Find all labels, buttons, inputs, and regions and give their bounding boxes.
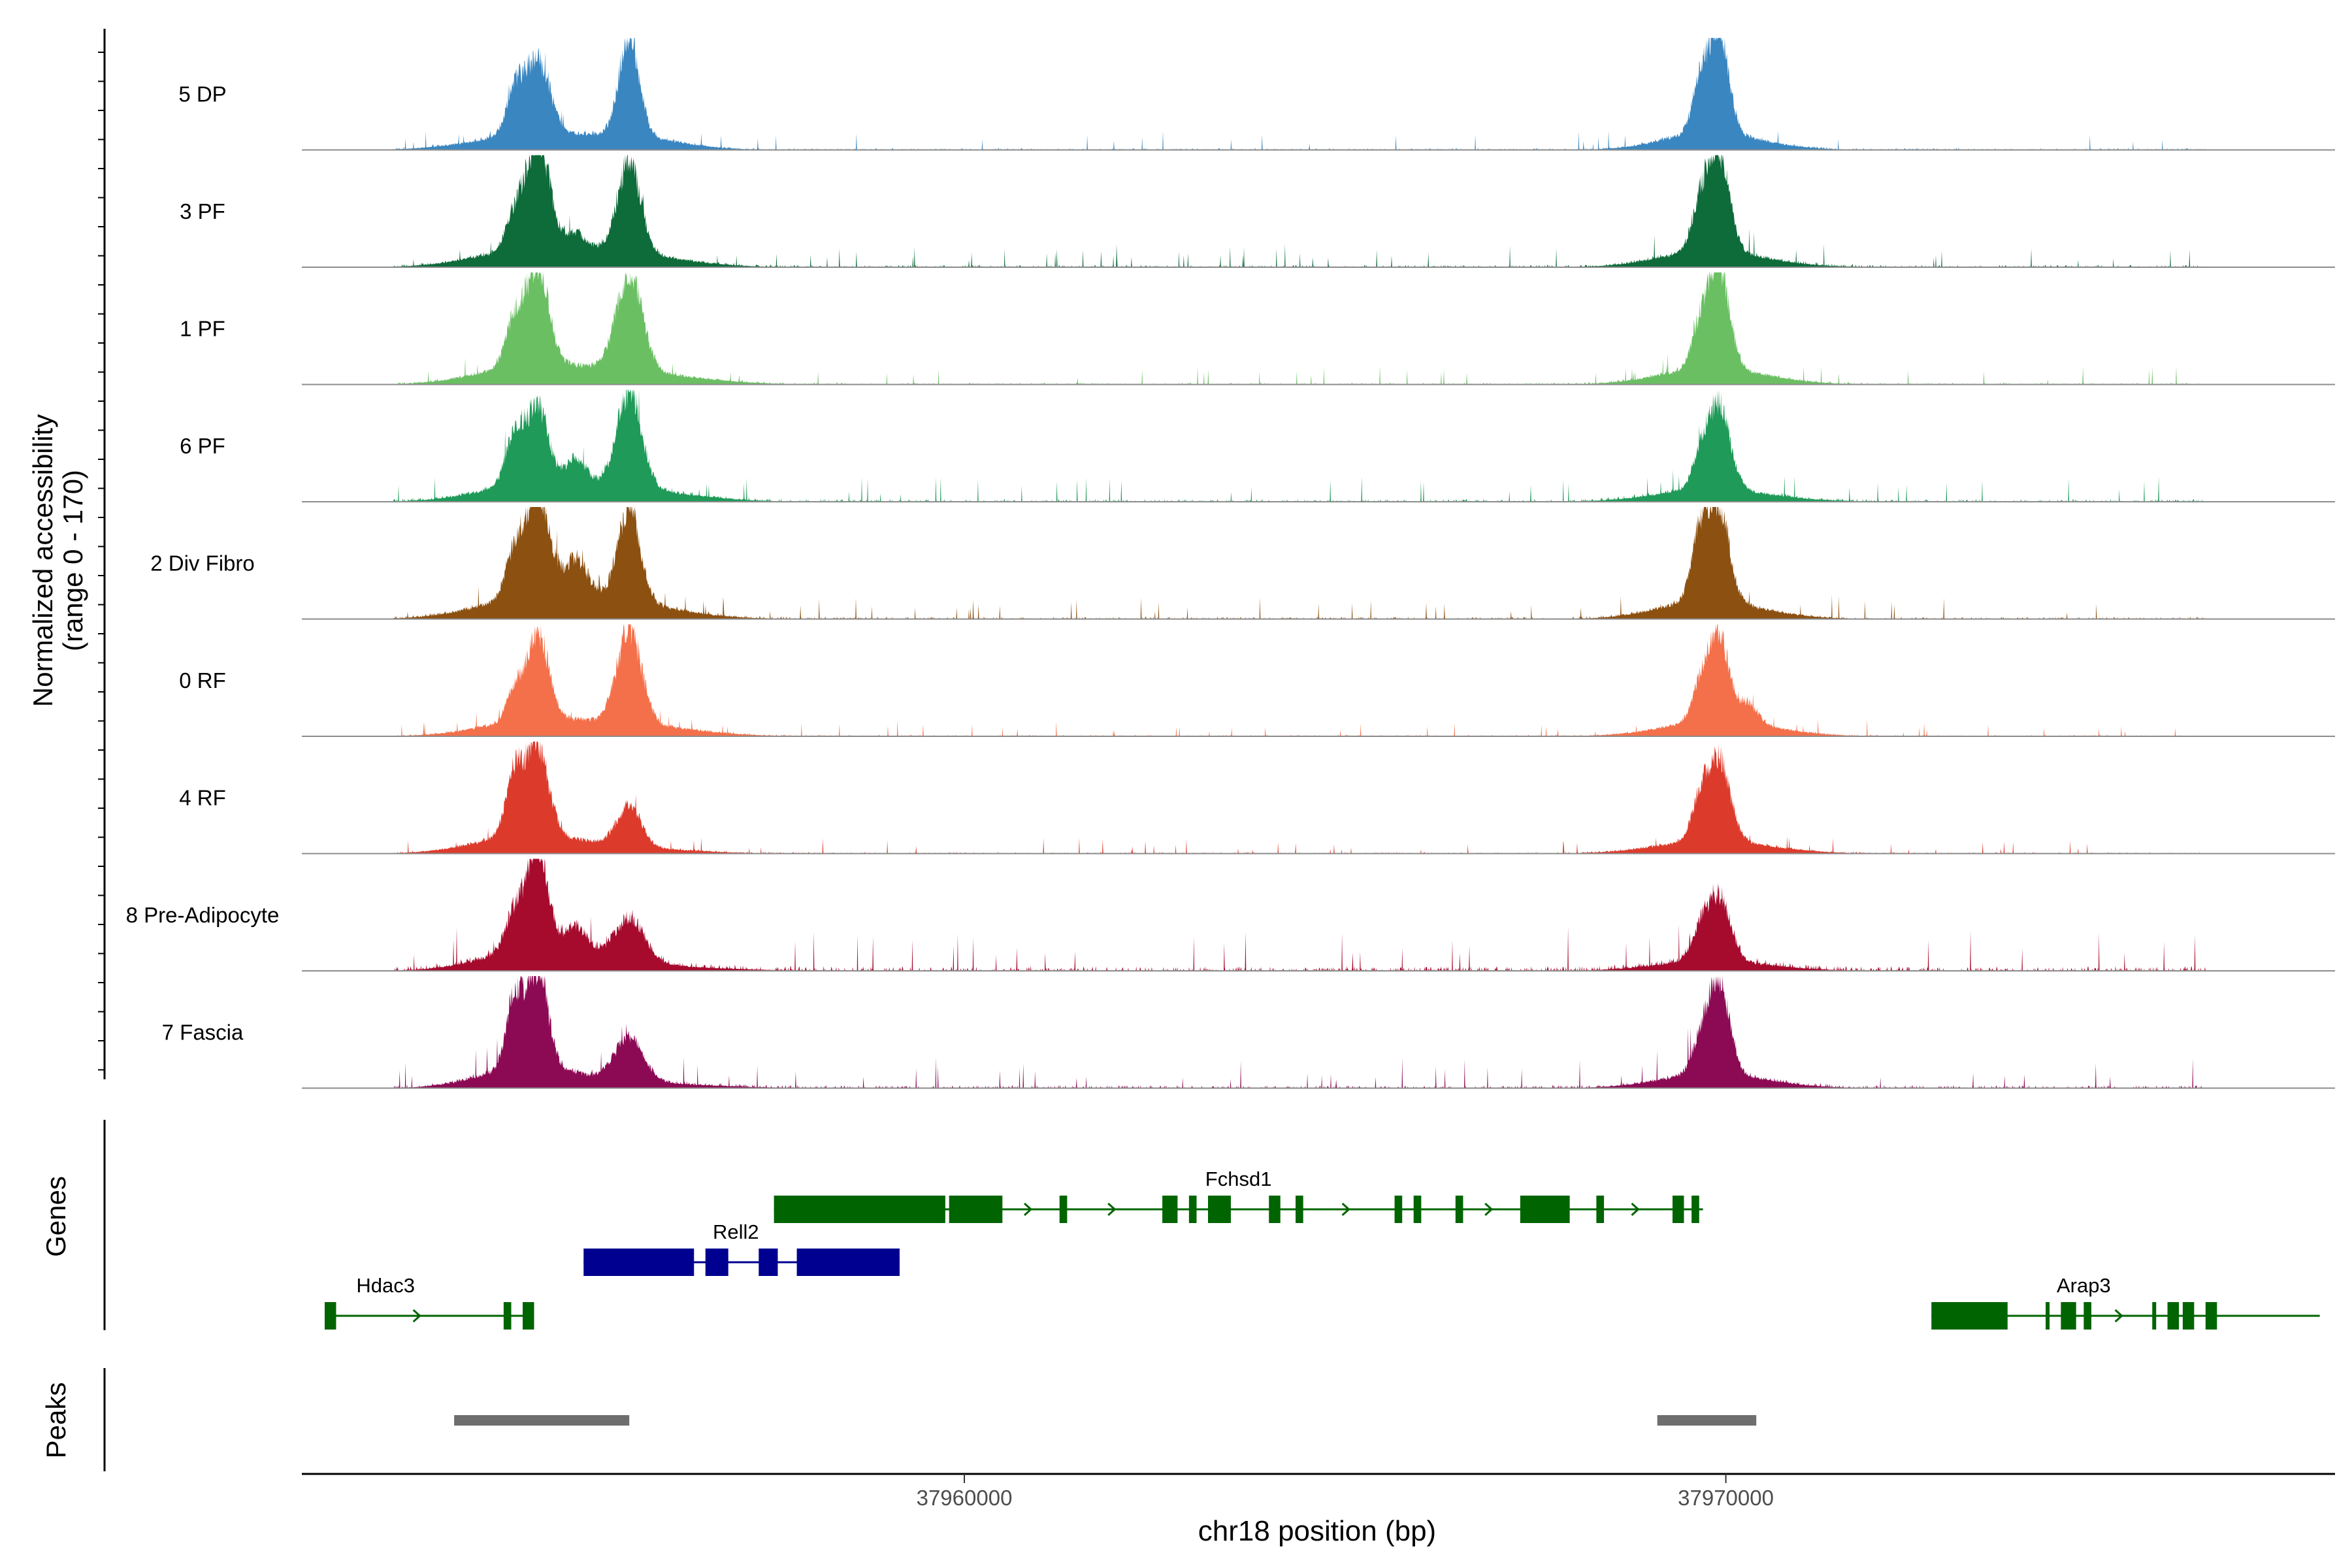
- genes-axis-title: Genes: [41, 1176, 71, 1257]
- track-label: 8 Pre-Adipocyte: [126, 903, 280, 927]
- gene-exon: [1296, 1196, 1303, 1223]
- gene-exon: [1060, 1196, 1068, 1223]
- gene-exon: [1395, 1196, 1403, 1223]
- gene-exon: [325, 1302, 336, 1330]
- gene-exon: [1931, 1302, 2008, 1330]
- gene-label: Fchsd1: [1205, 1168, 1272, 1190]
- gene-exon: [2168, 1302, 2179, 1330]
- gene-exon: [759, 1249, 777, 1276]
- gene-exon: [1456, 1196, 1463, 1223]
- gene-exon: [1520, 1196, 1570, 1223]
- gene-exon: [2046, 1302, 2050, 1330]
- track-label: 1 PF: [180, 317, 225, 341]
- y-axis-title-line2: (range 0 - 170): [57, 470, 88, 651]
- gene-exon: [949, 1196, 1003, 1223]
- x-tick-label: 37960000: [917, 1486, 1013, 1510]
- gene-exon: [1269, 1196, 1280, 1223]
- x-axis-title: chr18 position (bp): [1198, 1515, 1436, 1547]
- gene-exon: [2083, 1302, 2091, 1330]
- gene-exon: [1673, 1196, 1684, 1223]
- gene-exon: [1414, 1196, 1422, 1223]
- track-label: 5 DP: [178, 82, 226, 106]
- gene-exon: [583, 1249, 694, 1276]
- gene-exon: [523, 1302, 534, 1330]
- gene-exon: [2206, 1302, 2217, 1330]
- peaks-axis-title: Peaks: [41, 1382, 71, 1459]
- gene-exon: [2061, 1302, 2076, 1330]
- gene-exon: [1189, 1196, 1197, 1223]
- gene-exon: [706, 1249, 728, 1276]
- gene-exon: [504, 1302, 512, 1330]
- y-axis-title-line1: Normalized accessibility: [27, 414, 58, 707]
- track-label: 2 Div Fibro: [150, 551, 255, 576]
- track-label: 3 PF: [180, 199, 225, 223]
- track-label: 7 Fascia: [162, 1021, 244, 1045]
- gene-exon: [1691, 1196, 1699, 1223]
- gene-exon: [1208, 1196, 1231, 1223]
- coverage-plot: 5 DP 3 PF 1 PF 6 PF 2 Div Fibro 0 RF 4 RF 8 Pre…: [0, 0, 2352, 1568]
- gene-exon: [774, 1196, 945, 1223]
- gene-label: Arap3: [2057, 1274, 2111, 1297]
- track-label: 0 RF: [179, 668, 226, 693]
- x-tick-label: 37970000: [1678, 1486, 1774, 1510]
- gene-exon: [1162, 1196, 1177, 1223]
- gene-label: Hdac3: [356, 1274, 415, 1297]
- gene-label: Rell2: [713, 1220, 759, 1243]
- peak-region: [1658, 1415, 1757, 1426]
- gene-exon: [2183, 1302, 2194, 1330]
- track-label: 4 RF: [179, 786, 226, 810]
- gene-exon: [1596, 1196, 1604, 1223]
- peak-region: [454, 1415, 629, 1426]
- gene-exon: [2152, 1302, 2156, 1330]
- track-label: 6 PF: [180, 434, 225, 458]
- gene-exon: [797, 1249, 900, 1276]
